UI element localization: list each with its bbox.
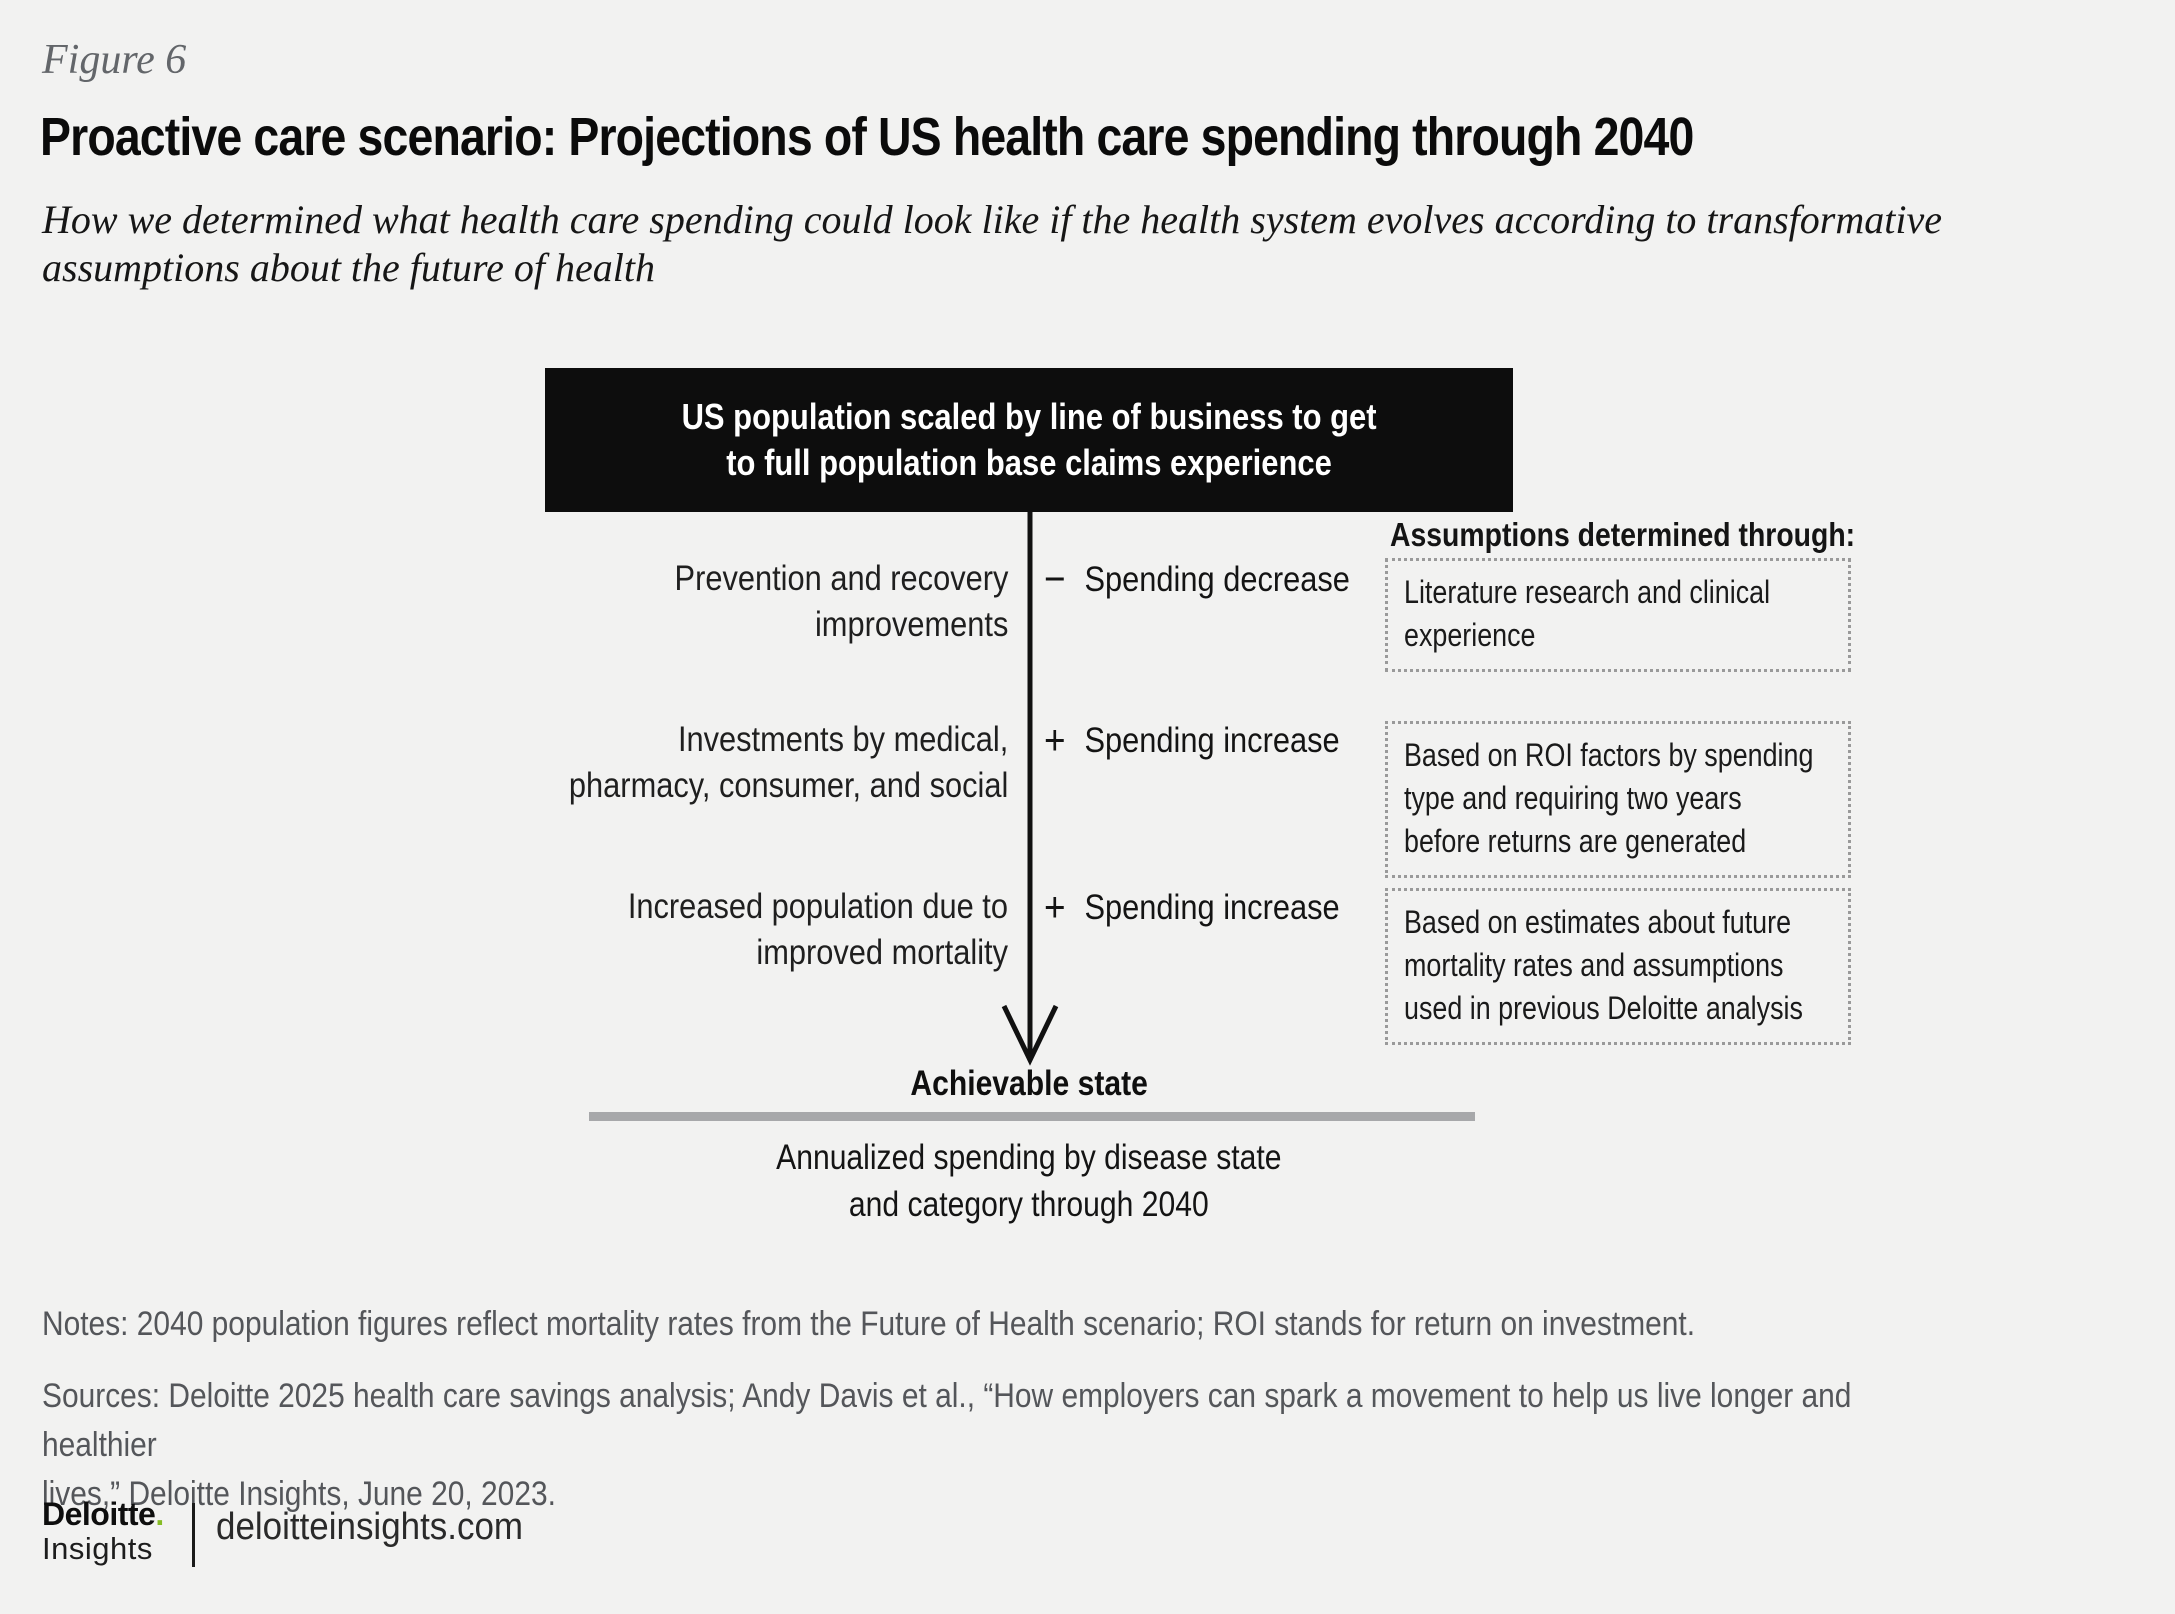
flow-row-label: Prevention and recovery improvements [674,559,1008,644]
flow-row-label: Increased population due to improved mor… [627,887,1008,972]
notes-text: Notes: 2040 population figures reflect m… [42,1305,1696,1343]
flow-row-label: Investments by medical, pharmacy, consum… [568,720,1008,805]
flow-row-effect: + Spending increase [1044,717,1340,764]
deloitte-wordmark: Deloitte. [42,1498,164,1530]
figure-subtitle: How we determined what health care spend… [42,197,1942,290]
deloitteinsights-link[interactable]: deloitteinsights.com [216,1506,524,1548]
down-arrow-icon [1001,512,1059,1066]
assumption-text: Based on ROI factors by spending type an… [1404,737,1814,859]
assumption-text: Based on estimates about future mortalit… [1404,904,1803,1026]
outcome-subtitle-text: Annualized spending by disease state and… [776,1138,1282,1224]
assumption-box: Based on ROI factors by spending type an… [1385,721,1851,878]
figure-title-text: Proactive care scenario: Projections of … [40,107,1694,167]
deloitte-wordmark-text: Deloitte [42,1496,156,1532]
assumption-box: Based on estimates about future mortalit… [1385,888,1851,1045]
assumptions-heading: Assumptions determined through: [1390,516,1856,553]
flow-row-effect: + Spending increase [1044,884,1340,931]
assumption-text: Literature research and clinical experie… [1404,574,1771,653]
plus-icon: + [1044,716,1066,763]
plus-icon: + [1044,883,1066,930]
figure-number-label: Figure 6 [42,37,187,83]
flow-row-effect-text: Spending increase [1084,721,1340,760]
flow-row-effect-text: Spending decrease [1084,560,1350,599]
insights-wordmark: Insights [42,1531,153,1566]
flow-row-effect: − Spending decrease [1044,556,1350,603]
assumption-box: Literature research and clinical experie… [1385,558,1851,672]
figure-title: Proactive care scenario: Projections of … [40,106,1963,168]
outcome-title: Achievable state [545,1064,1513,1104]
sources-text: Sources: Deloitte 2025 health care savin… [42,1377,1852,1513]
deloitte-insights-logo: Deloitte. Insights [42,1498,164,1566]
footer-divider-line [192,1503,195,1567]
flow-row-effect-text: Spending increase [1084,888,1340,927]
outcome-title-text: Achievable state [910,1064,1148,1103]
deloitte-green-dot: . [155,1496,164,1532]
flow-top-box-text: US population scaled by line of business… [681,396,1377,483]
outcome-divider-bar [589,1112,1475,1121]
minus-icon: − [1044,555,1066,602]
outcome-subtitle: Annualized spending by disease state and… [545,1134,1513,1228]
flow-top-box: US population scaled by line of business… [545,368,1513,512]
